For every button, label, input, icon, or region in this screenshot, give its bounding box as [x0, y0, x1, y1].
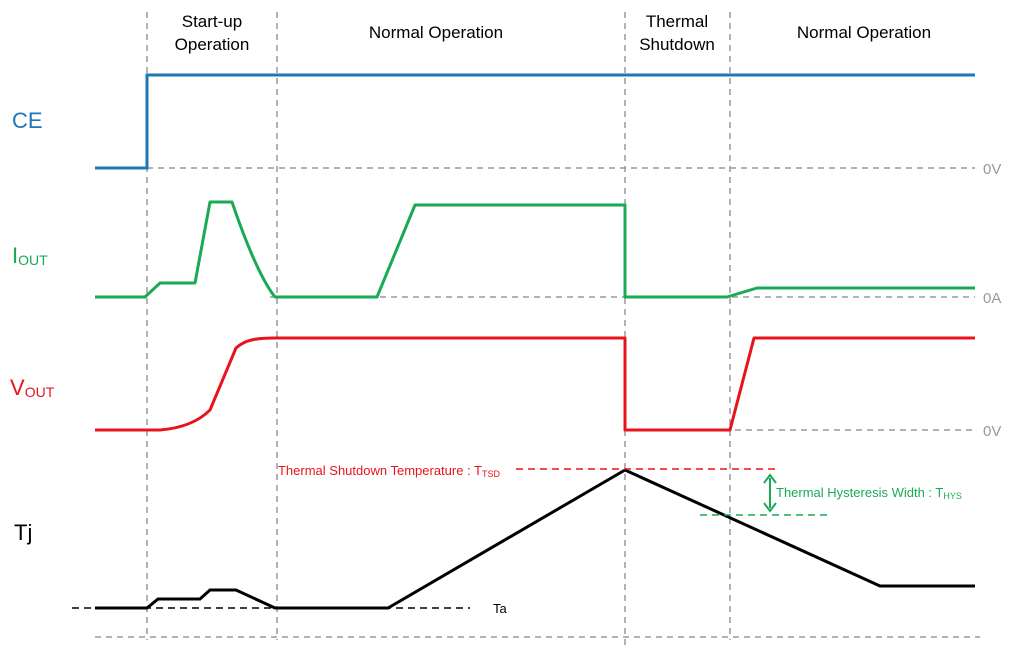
- iout-zero-label: 0A: [983, 290, 1001, 307]
- phase-label-normal-1: Normal Operation: [369, 23, 503, 42]
- vout-zero-label: 0V: [983, 423, 1001, 440]
- signal-label-tj: Tj: [14, 520, 32, 545]
- tj-waveform: [95, 468, 975, 610]
- iout-waveform: [95, 200, 975, 299]
- phase-label-thermal-line1: Thermal: [646, 12, 708, 31]
- phase-dividers: [146, 12, 731, 648]
- ce-zero-label: 0V: [983, 161, 1001, 178]
- phase-label-startup-line2: Operation: [175, 35, 250, 54]
- baseline-guides: [95, 167, 980, 638]
- phase-label-thermal-line2: Shutdown: [639, 35, 715, 54]
- vout-waveform: [95, 336, 975, 432]
- phase-label-normal-2: Normal Operation: [797, 23, 931, 42]
- phase-label-startup-line1: Start-up: [182, 12, 242, 31]
- tsd-label: Thermal Shutdown Temperature : TTSD: [278, 463, 501, 479]
- ce-waveform: [95, 73, 975, 170]
- signal-label-ce: CE: [12, 108, 43, 133]
- hysteresis-arrow-icon: [763, 473, 777, 513]
- signal-label-iout: IOUT: [12, 243, 48, 268]
- ta-label: Ta: [493, 601, 508, 616]
- hysteresis-label: Thermal Hysteresis Width : THYS: [776, 485, 962, 501]
- signal-label-vout: VOUT: [10, 375, 55, 400]
